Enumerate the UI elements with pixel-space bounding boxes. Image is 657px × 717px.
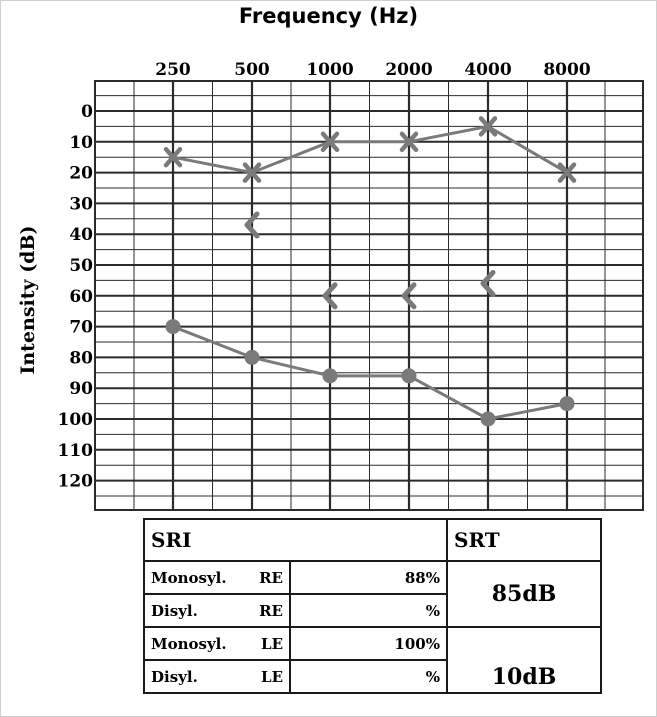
y-tick-label: 30 [69,194,93,214]
x-tick-label: 8000 [543,60,590,80]
data-point-circle [165,319,181,335]
y-tick-labels: 0 10 20 30 40 50 60 70 80 90 100 110 120 [58,102,94,492]
x-marker-stroke [320,131,340,153]
ear-name: RE [259,568,283,587]
row-label: Disyl. RE [143,593,291,628]
row-label: Monosyl. RE [143,560,291,595]
x-tick-label: 1000 [306,60,353,80]
data-point-bracket [401,282,417,310]
x-marker-stroke [557,162,577,183]
sri-header: SRI [143,518,448,562]
ear-name: LE [261,634,283,653]
y-tick-label: 0 [81,102,93,122]
y-tick-label: 110 [58,441,94,461]
x-marker-stroke [163,146,183,168]
data-point-x [242,162,262,183]
row-label: Monosyl. LE [143,626,291,661]
data-point-circle [559,396,575,412]
test-name: Monosyl. [151,568,227,587]
x-tick-label: 250 [155,60,191,80]
audiogram-chart: 250 500 1000 2000 4000 8000 0 10 20 30 40 50 60 70 80… [58,60,644,511]
data-point-circle [401,368,417,384]
x-tick-labels: 250 500 1000 2000 4000 8000 [155,60,591,80]
data-point-x [399,131,419,153]
chart-series [163,116,577,427]
data-point-circle [480,411,496,427]
y-tick-label: 10 [69,133,93,153]
ear-name: LE [261,667,283,686]
x-marker-stroke [399,131,419,153]
x-tick-label: 4000 [464,60,511,80]
ear-name: RE [259,601,283,620]
x-tick-label: 500 [234,60,270,80]
data-point-circle [244,349,260,365]
row-label: Disyl. LE [143,659,291,694]
speech-test-table: SRI SRT Monosyl. RE 88% 85dB Disyl. RE % M… [143,518,602,694]
data-point-bracket [244,211,260,239]
series-line [172,325,568,421]
score-value: % [289,593,448,628]
y-tick-label: 120 [58,472,94,492]
y-tick-label: 60 [69,287,93,307]
y-tick-label: 100 [58,410,94,430]
y-tick-label: 20 [69,164,93,184]
test-name: Monosyl. [151,634,227,653]
chart-grid [94,80,644,511]
y-tick-label: 50 [69,256,93,276]
data-point-bracket [322,282,338,310]
data-point-x [557,162,577,183]
test-name: Disyl. [151,601,198,620]
data-point-circle [322,368,338,384]
srt-right-value: 85dB [446,560,602,628]
score-value: 100% [289,626,448,661]
y-tick-label: 80 [69,348,93,368]
srt-header: SRT [446,518,602,562]
x-marker-stroke [242,162,262,183]
y-tick-label: 40 [69,225,93,245]
test-name: Disyl. [151,667,198,686]
srt-left-value: 10dB [446,626,602,694]
data-point-x [163,146,183,168]
data-point-x [320,131,340,153]
series-line [172,124,568,175]
x-axis-title: Frequency (Hz) [238,4,419,28]
y-tick-label: 90 [69,379,93,399]
x-tick-label: 2000 [385,60,432,80]
y-tick-label: 70 [69,318,93,338]
data-point-bracket [480,269,496,297]
x-marker-stroke [478,116,498,137]
score-value: % [289,659,448,694]
data-point-x [478,116,498,137]
score-value: 88% [289,560,448,595]
